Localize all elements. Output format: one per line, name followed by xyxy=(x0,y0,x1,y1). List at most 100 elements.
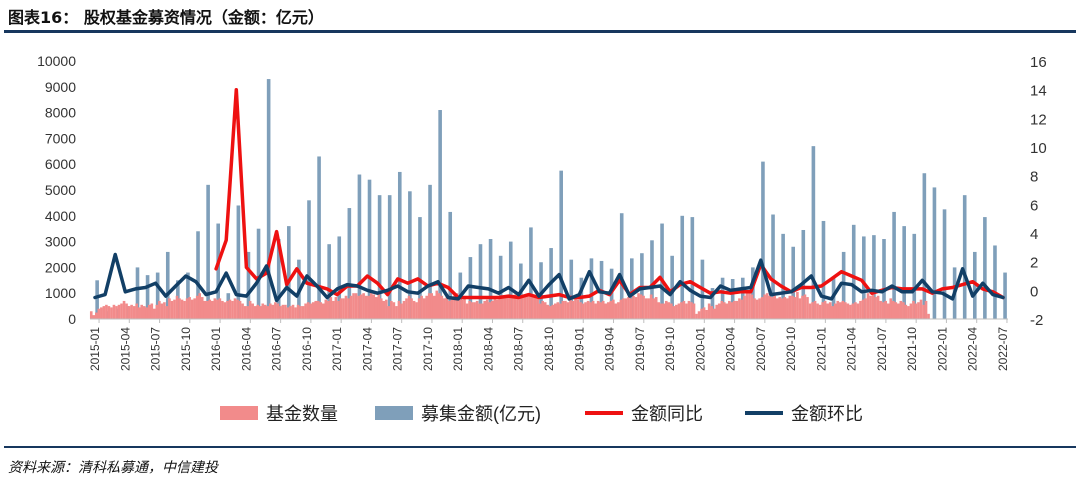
count-bar xyxy=(281,304,285,319)
count-bar xyxy=(190,299,194,319)
amount-bar xyxy=(498,255,503,319)
count-bar xyxy=(173,299,176,319)
count-bar xyxy=(753,298,756,319)
count-bar xyxy=(463,298,466,319)
count-bar xyxy=(147,304,151,319)
amount-bar xyxy=(539,262,543,319)
count-bar xyxy=(374,297,378,319)
amount-bar xyxy=(942,209,947,319)
x-tick-label: 2019-10 xyxy=(663,327,677,371)
amount-bar xyxy=(438,110,442,320)
count-bar xyxy=(919,299,923,319)
count-bar xyxy=(369,293,373,319)
count-bar xyxy=(758,298,761,319)
amount-bar xyxy=(287,226,291,319)
count-bar xyxy=(263,304,267,319)
count-bar xyxy=(798,298,802,319)
count-bar xyxy=(768,295,771,319)
x-tick-label: 2017-10 xyxy=(421,327,435,371)
count-bar xyxy=(493,298,497,319)
count-bar xyxy=(533,297,537,319)
x-tick-label: 2017-04 xyxy=(360,327,374,371)
count-bars xyxy=(89,290,930,319)
count-bar xyxy=(168,298,171,319)
amount-bar xyxy=(650,240,654,319)
count-bar xyxy=(770,297,774,319)
count-bar xyxy=(659,303,663,319)
amount-bar xyxy=(781,233,785,319)
y-right-tick-label: 6 xyxy=(1030,197,1038,214)
count-bar xyxy=(846,303,850,319)
count-bar xyxy=(122,300,126,319)
count-bar xyxy=(112,304,116,319)
count-bar xyxy=(445,297,449,319)
count-bar xyxy=(796,291,799,319)
x-tick-label: 2015-01 xyxy=(88,327,102,371)
count-bar xyxy=(435,290,439,319)
amount-bar xyxy=(508,241,513,319)
x-tick-label: 2020-10 xyxy=(784,327,798,371)
x-tick-label: 2015-10 xyxy=(179,327,193,371)
y-right-tick-label: -2 xyxy=(1030,312,1043,329)
amount-bar xyxy=(972,251,977,319)
count-bar xyxy=(682,300,686,319)
count-bar xyxy=(120,303,123,319)
count-bar xyxy=(644,298,648,319)
x-tick-label: 2015-04 xyxy=(118,327,132,371)
count-bar xyxy=(362,293,365,319)
count-bar xyxy=(309,303,312,319)
count-bar xyxy=(884,300,887,319)
amount-bar xyxy=(821,220,826,319)
count-bar xyxy=(513,294,517,319)
count-bar xyxy=(379,298,383,319)
count-bar xyxy=(871,294,875,319)
amount-bar xyxy=(145,275,150,319)
count-bar xyxy=(695,313,698,319)
count-bar xyxy=(601,300,605,319)
count-bar xyxy=(543,302,547,319)
amount-bar xyxy=(730,279,735,319)
amount-bar xyxy=(367,179,372,319)
x-tick-label: 2021-07 xyxy=(875,327,889,371)
count-bar xyxy=(261,303,265,319)
count-bar xyxy=(614,303,618,319)
y-left-tick-label: 0 xyxy=(68,311,76,327)
legend-label: 募集金额(亿元) xyxy=(421,404,541,424)
count-bar xyxy=(649,294,653,319)
amount-bar xyxy=(1003,272,1007,319)
count-bar xyxy=(480,303,484,319)
count-bar xyxy=(793,297,797,319)
amount-bar xyxy=(155,272,160,319)
count-bar xyxy=(417,298,421,319)
count-bar xyxy=(874,297,877,319)
lines xyxy=(93,87,1005,303)
count-bar xyxy=(816,303,819,319)
amount-bar xyxy=(307,200,311,319)
count-bar xyxy=(617,302,620,319)
y-left-tick-label: 2000 xyxy=(45,259,76,275)
count-bar xyxy=(738,298,741,319)
count-bar xyxy=(253,306,257,319)
x-tick-label: 2020-04 xyxy=(724,327,738,371)
count-bar xyxy=(258,306,262,319)
count-bar xyxy=(198,293,202,319)
count-bar xyxy=(786,298,789,319)
count-bar xyxy=(334,297,338,319)
count-bar xyxy=(642,295,645,319)
amount-bar xyxy=(377,195,382,319)
count-bar xyxy=(561,300,565,319)
amount-bar xyxy=(135,267,140,319)
count-bar xyxy=(813,300,817,319)
x-tick-label: 2016-07 xyxy=(270,327,284,371)
count-bar xyxy=(400,303,403,319)
count-bar xyxy=(791,295,794,319)
count-bar xyxy=(205,300,209,319)
count-bar xyxy=(730,302,734,319)
amount-bar xyxy=(630,258,634,319)
amount-bar xyxy=(791,246,796,319)
count-bar xyxy=(687,300,691,319)
count-bar xyxy=(180,299,184,319)
count-bar xyxy=(685,303,688,319)
count-bar xyxy=(276,303,280,319)
count-bar xyxy=(324,299,328,319)
